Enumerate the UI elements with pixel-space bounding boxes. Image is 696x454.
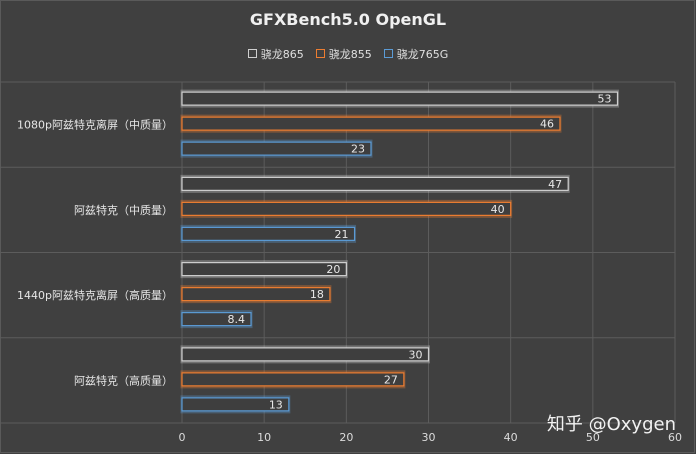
chart-title: GFXBench5.0 OpenGL <box>249 10 447 29</box>
bar <box>181 201 512 216</box>
category-label: 1440p阿兹特克离屏（高质量） <box>17 288 173 302</box>
data-label: 20 <box>326 263 340 276</box>
legend-item: 骁龙765G <box>383 46 449 62</box>
bar <box>181 287 331 302</box>
bar <box>181 226 356 241</box>
x-tick-label: 40 <box>504 431 518 444</box>
bar <box>181 116 561 131</box>
bar <box>181 347 430 362</box>
legend-swatch <box>315 49 325 58</box>
legend-item: 骁龙855 <box>315 46 372 62</box>
legend-item: 骁龙865 <box>247 46 304 62</box>
x-tick-label: 60 <box>668 431 682 444</box>
x-tick-label: 50 <box>586 431 600 444</box>
data-label: 8.4 <box>228 313 246 326</box>
bar <box>181 176 569 191</box>
legend-label: 骁龙765G <box>396 48 449 61</box>
bar <box>181 397 290 412</box>
bar <box>181 312 252 327</box>
watermark: 知乎 @Oxygen <box>546 414 676 435</box>
legend-swatch <box>247 49 257 58</box>
data-label: 13 <box>269 398 283 411</box>
data-label: 40 <box>491 203 505 216</box>
bar <box>181 91 619 106</box>
x-tick-label: 10 <box>257 431 271 444</box>
data-label: 46 <box>540 118 554 131</box>
category-label: 阿兹特克（中质量） <box>74 203 173 217</box>
category-label: 阿兹特克（高质量） <box>74 373 173 387</box>
bar <box>181 262 347 277</box>
legend: 骁龙865 骁龙855 骁龙765G <box>0 46 696 62</box>
bar <box>181 372 405 387</box>
category-label: 1080p阿兹特克离屏（中质量） <box>17 118 173 132</box>
x-tick-label: 0 <box>179 431 186 444</box>
data-label: 21 <box>335 228 349 241</box>
data-label: 23 <box>351 143 365 156</box>
legend-label: 骁龙855 <box>328 48 372 61</box>
data-label: 18 <box>310 288 324 301</box>
data-label: 47 <box>548 178 562 191</box>
x-tick-label: 30 <box>422 431 436 444</box>
legend-swatch <box>383 49 393 58</box>
bar <box>181 141 372 156</box>
x-tick-label: 20 <box>339 431 353 444</box>
data-label: 27 <box>384 373 398 386</box>
data-label: 53 <box>597 93 611 106</box>
data-label: 30 <box>409 348 423 361</box>
legend-label: 骁龙865 <box>260 48 304 61</box>
